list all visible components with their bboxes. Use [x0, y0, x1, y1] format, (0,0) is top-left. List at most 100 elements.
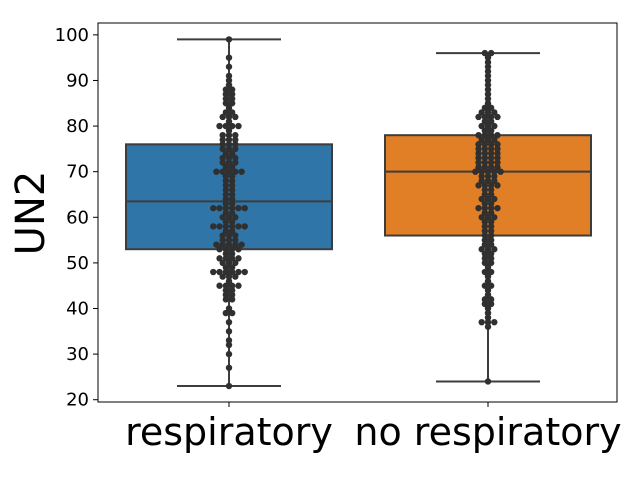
y-tick-label: 60 — [66, 207, 89, 228]
data-point — [494, 131, 501, 139]
data-point — [491, 246, 498, 253]
data-point — [475, 131, 482, 139]
data-point — [228, 90, 236, 98]
data-point — [484, 168, 492, 175]
y-tick-label: 100 — [55, 25, 89, 46]
data-point — [484, 122, 492, 130]
data-point — [222, 209, 230, 216]
data-point — [222, 309, 230, 317]
data-point — [484, 246, 492, 253]
data-point — [481, 218, 489, 226]
data-point — [228, 227, 236, 235]
data-point — [484, 378, 492, 385]
data-point — [487, 131, 495, 139]
data-point — [241, 223, 248, 230]
data-point — [481, 186, 489, 194]
data-point — [497, 168, 504, 175]
data-point — [481, 300, 489, 308]
y-tick-label: 20 — [66, 390, 89, 411]
data-point — [228, 122, 236, 130]
data-point — [222, 227, 230, 235]
data-point — [491, 136, 498, 143]
data-point — [235, 223, 242, 230]
data-point — [241, 204, 248, 212]
data-point — [210, 223, 217, 230]
data-point — [225, 136, 233, 143]
data-point — [235, 122, 242, 130]
data-point — [216, 122, 223, 130]
data-point — [481, 223, 489, 230]
data-point — [232, 232, 239, 239]
data-point — [222, 204, 230, 212]
data-point — [225, 350, 233, 358]
data-point — [491, 173, 498, 180]
data-point — [481, 227, 489, 235]
data-point — [475, 204, 482, 212]
data-point — [232, 236, 239, 244]
data-point — [491, 318, 498, 326]
data-point — [481, 250, 489, 257]
data-point — [487, 209, 495, 216]
data-point — [487, 236, 495, 244]
data-point — [228, 86, 236, 93]
data-point — [228, 255, 236, 262]
data-point — [228, 163, 236, 171]
data-point — [225, 131, 233, 139]
data-point — [484, 90, 492, 98]
data-point — [487, 49, 495, 57]
data-point — [491, 177, 498, 185]
data-point — [225, 305, 233, 312]
data-point — [484, 318, 492, 326]
data-point — [222, 195, 230, 203]
data-point — [487, 241, 495, 248]
data-point — [478, 318, 485, 326]
data-point — [484, 72, 492, 80]
plot-frame — [97, 22, 618, 403]
data-point — [225, 104, 233, 112]
y-tick-label: 70 — [66, 162, 89, 183]
data-point — [487, 232, 495, 239]
data-point — [487, 227, 495, 235]
data-point — [228, 218, 236, 226]
data-point — [481, 113, 489, 121]
data-point — [472, 168, 479, 175]
data-point — [232, 273, 239, 280]
data-point — [481, 296, 489, 303]
data-point — [225, 236, 233, 244]
data-point — [222, 90, 230, 98]
data-point — [225, 382, 233, 390]
data-point — [222, 291, 230, 299]
data-point — [216, 268, 223, 276]
data-point — [487, 127, 495, 134]
data-point — [481, 232, 489, 239]
data-point — [225, 259, 233, 267]
data-point — [481, 241, 489, 248]
data-point — [228, 309, 236, 317]
data-point — [235, 282, 242, 289]
data-point — [219, 232, 226, 239]
data-point — [487, 191, 495, 198]
data-point — [222, 287, 230, 294]
data-point — [235, 204, 242, 212]
data-point — [241, 268, 248, 276]
data-point — [475, 159, 482, 166]
data-point — [487, 204, 495, 212]
data-point — [491, 214, 498, 221]
data-point — [487, 259, 495, 267]
data-point — [216, 223, 223, 230]
data-point — [487, 104, 495, 112]
data-point — [481, 259, 489, 267]
y-tick-label: 40 — [66, 299, 89, 320]
data-point — [475, 182, 482, 189]
data-point — [238, 168, 245, 175]
data-point — [228, 287, 236, 294]
data-point — [228, 296, 236, 303]
y-tick-label: 80 — [66, 116, 89, 137]
data-point — [225, 81, 233, 89]
data-point — [487, 113, 495, 121]
data-point — [216, 246, 223, 253]
data-point — [219, 214, 226, 221]
data-point — [232, 154, 239, 162]
data-point — [484, 214, 492, 221]
